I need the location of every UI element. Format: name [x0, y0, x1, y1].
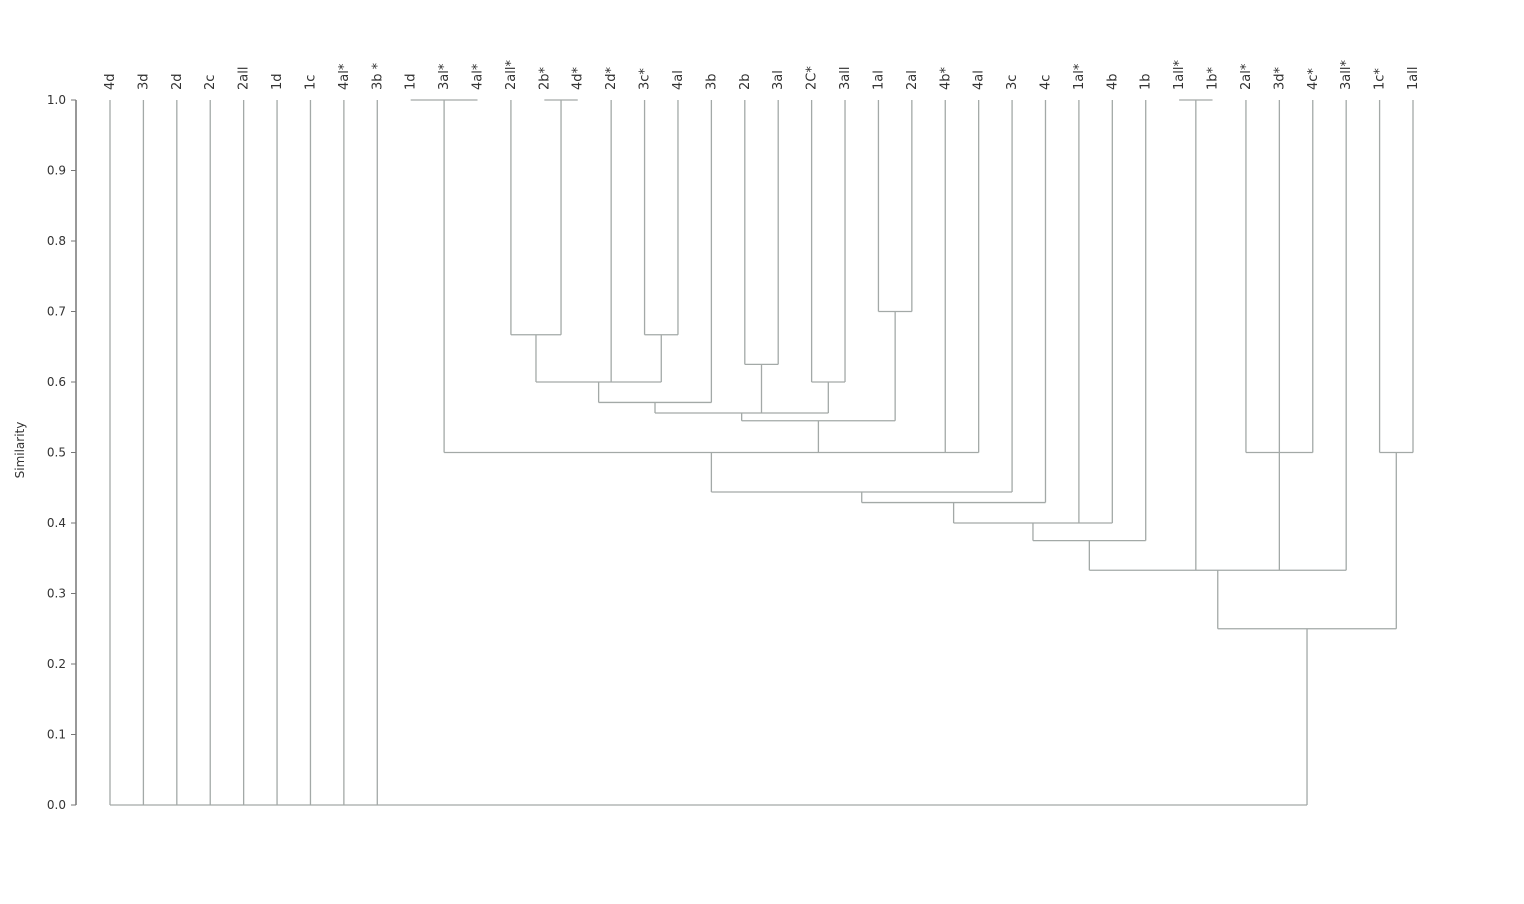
leaf-label: 2all — [237, 67, 252, 90]
y-tick-label: 0.9 — [47, 164, 66, 178]
y-axis-label: Similarity — [13, 422, 27, 479]
y-tick-label: 0.4 — [47, 516, 66, 530]
leaf-label: 3al — [771, 70, 786, 90]
leaf-label: 3d* — [1272, 66, 1287, 90]
leaf-label: 1b — [1139, 73, 1154, 90]
leaf-label: 1c — [303, 75, 318, 90]
leaf-label: 3all* — [1339, 60, 1354, 90]
y-tick-label: 0.3 — [47, 587, 66, 601]
leaf-label: 1al* — [1072, 63, 1087, 90]
leaf-label: 1b* — [1206, 66, 1221, 90]
leaf-label: 1d — [270, 73, 285, 90]
leaf-label: 4c* — [1306, 68, 1321, 90]
y-tick-label: 0.2 — [47, 657, 66, 671]
leaf-label: 4d — [103, 73, 118, 90]
leaf-label: 2c — [203, 75, 218, 90]
leaf-label: 3b * — [370, 62, 385, 90]
leaf-label: 3all — [838, 67, 853, 90]
leaf-label: 2al — [905, 70, 920, 90]
leaf-label: 1c* — [1373, 68, 1388, 90]
leaf-label: 3b — [704, 73, 719, 90]
leaf-label: 4d* — [571, 66, 586, 90]
leaf-label: 2b — [738, 73, 753, 90]
leaf-label: 4al* — [337, 63, 352, 90]
leaf-label: 3al* — [437, 63, 452, 90]
leaf-label: 1all — [1406, 67, 1421, 90]
leaf-label: 2d* — [604, 66, 619, 90]
y-tick-label: 1.0 — [47, 93, 66, 107]
y-tick-label: 0.6 — [47, 375, 66, 389]
leaf-label: 1al — [871, 70, 886, 90]
y-tick-label: 0.8 — [47, 234, 66, 248]
leaf-label: 3c* — [638, 68, 653, 90]
leaf-label: 3d — [136, 73, 151, 90]
leaf-label: 2b* — [537, 66, 552, 90]
y-tick-label: 0.0 — [47, 798, 66, 812]
leaf-label: 4al — [671, 70, 686, 90]
leaf-label: 4al — [972, 70, 987, 90]
leaf-label: 2all* — [504, 60, 519, 90]
leaf-label: 3c — [1005, 75, 1020, 90]
y-tick-label: 0.1 — [47, 728, 66, 742]
leaf-label: 1d — [404, 73, 419, 90]
leaf-label: 2al* — [1239, 63, 1254, 90]
leaf-label: 2d — [170, 73, 185, 90]
leaf-label: 4b — [1105, 73, 1120, 90]
y-tick-label: 0.5 — [47, 446, 66, 460]
leaf-label: 4c — [1038, 75, 1053, 90]
y-tick-label: 0.7 — [47, 305, 66, 319]
leaf-label: 4b* — [938, 66, 953, 90]
leaf-label: 2C* — [805, 66, 820, 90]
leaf-label: 1all* — [1172, 60, 1187, 90]
leaf-label: 4al* — [471, 63, 486, 90]
